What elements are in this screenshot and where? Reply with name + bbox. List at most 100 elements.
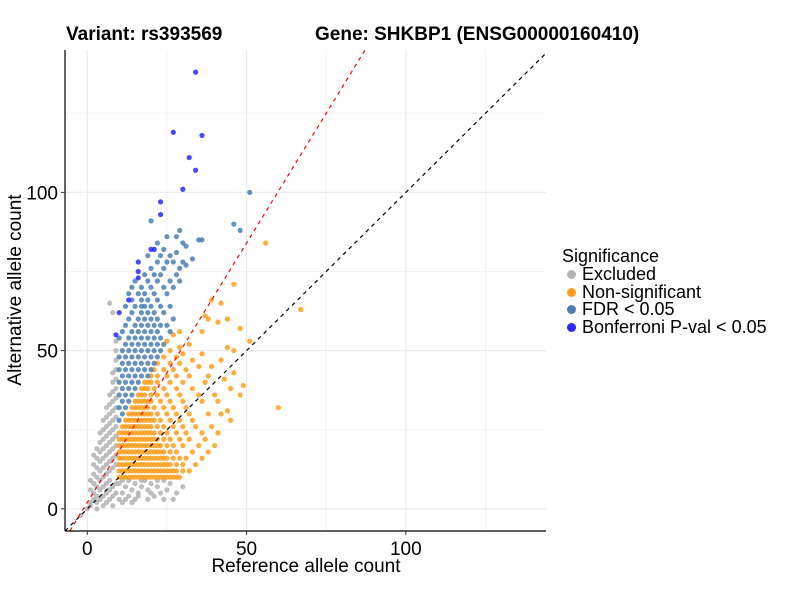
point-non-significant (193, 423, 199, 430)
point-excluded (129, 499, 135, 506)
x-axis-label: Reference allele count (211, 556, 401, 577)
point-bonferroni-p-val-0-05 (157, 211, 164, 218)
legend-key-bonferroni (567, 322, 576, 332)
point-fdr-0-05 (138, 322, 145, 328)
point-excluded (110, 389, 116, 395)
point-non-significant (145, 385, 151, 392)
point-non-significant (240, 382, 246, 389)
legend-key-non-significant (567, 287, 576, 297)
point-excluded (100, 417, 106, 423)
point-non-significant (167, 417, 173, 423)
point-non-significant (215, 319, 221, 325)
point-excluded (106, 401, 113, 408)
point-fdr-0-05 (122, 322, 129, 328)
point-non-significant (161, 436, 167, 442)
point-non-significant (164, 455, 170, 461)
point-non-significant (170, 367, 176, 373)
point-excluded (87, 487, 94, 493)
point-fdr-0-05 (148, 265, 154, 271)
point-excluded (106, 449, 113, 455)
legend-item-non-significant: Non-significant (562, 283, 767, 302)
point-excluded (97, 487, 103, 493)
point-excluded (167, 480, 173, 487)
point-non-significant (202, 379, 208, 385)
point-excluded (100, 436, 106, 442)
point-excluded (113, 423, 119, 430)
point-fdr-0-05 (129, 367, 135, 373)
point-fdr-0-05 (151, 348, 157, 354)
point-fdr-0-05 (116, 392, 122, 398)
point-fdr-0-05 (164, 291, 170, 297)
point-excluded (91, 452, 97, 458)
point-excluded (94, 474, 100, 480)
legend-item-fdr: FDR < 0.05 (562, 300, 767, 319)
point-fdr-0-05 (161, 341, 167, 347)
point-fdr-0-05 (126, 335, 132, 341)
point-excluded (110, 436, 116, 442)
point-excluded (91, 461, 97, 468)
point-excluded (106, 300, 113, 306)
point-non-significant (177, 417, 183, 423)
point-fdr-0-05 (135, 316, 141, 322)
point-excluded (91, 471, 97, 477)
legend-key-excluded (567, 270, 576, 280)
legend-item-excluded: Excluded (562, 265, 767, 284)
point-non-significant (237, 325, 243, 332)
point-fdr-0-05 (180, 240, 186, 246)
point-fdr-0-05 (148, 329, 154, 335)
point-excluded (110, 446, 116, 452)
point-fdr-0-05 (138, 284, 145, 290)
point-fdr-0-05 (170, 259, 176, 265)
point-fdr-0-05 (126, 398, 132, 404)
point-non-significant (221, 376, 227, 382)
point-excluded (110, 398, 116, 404)
point-fdr-0-05 (145, 348, 151, 354)
point-fdr-0-05 (135, 354, 141, 360)
point-fdr-0-05 (142, 272, 148, 278)
point-fdr-0-05 (135, 379, 141, 385)
point-non-significant (215, 430, 221, 436)
point-excluded (145, 496, 151, 502)
point-fdr-0-05 (132, 360, 138, 366)
point-non-significant (167, 461, 173, 468)
point-non-significant (173, 411, 180, 417)
point-excluded (129, 487, 135, 493)
y-axis-label: Alternative allele count (5, 194, 26, 386)
point-non-significant (193, 461, 199, 468)
point-fdr-0-05 (148, 341, 154, 347)
point-non-significant (173, 385, 180, 392)
point-non-significant (196, 363, 202, 370)
point-excluded (145, 487, 151, 493)
point-non-significant (212, 442, 218, 449)
point-fdr-0-05 (126, 316, 132, 322)
point-non-significant (180, 461, 186, 468)
point-fdr-0-05 (122, 303, 129, 309)
point-fdr-0-05 (157, 322, 164, 328)
point-non-significant (180, 423, 186, 430)
point-non-significant (177, 360, 183, 366)
point-fdr-0-05 (145, 322, 151, 328)
point-non-significant (237, 392, 243, 398)
point-excluded (97, 496, 103, 502)
point-fdr-0-05 (154, 297, 160, 303)
point-non-significant (157, 417, 164, 423)
point-non-significant (161, 449, 167, 455)
point-fdr-0-05 (135, 329, 141, 335)
point-excluded (161, 496, 167, 502)
point-excluded (91, 480, 97, 487)
point-fdr-0-05 (170, 284, 176, 290)
point-fdr-0-05 (145, 253, 151, 259)
point-non-significant (199, 455, 205, 461)
data-points (78, 69, 304, 518)
point-non-significant (205, 316, 211, 322)
point-fdr-0-05 (119, 360, 125, 366)
point-non-significant (151, 385, 157, 392)
point-non-significant (164, 392, 170, 398)
point-excluded (132, 480, 138, 487)
point-excluded (180, 484, 186, 490)
point-non-significant (154, 392, 160, 398)
point-fdr-0-05 (119, 373, 125, 379)
point-non-significant (170, 423, 176, 430)
point-non-significant (167, 436, 173, 442)
point-excluded (122, 484, 129, 490)
